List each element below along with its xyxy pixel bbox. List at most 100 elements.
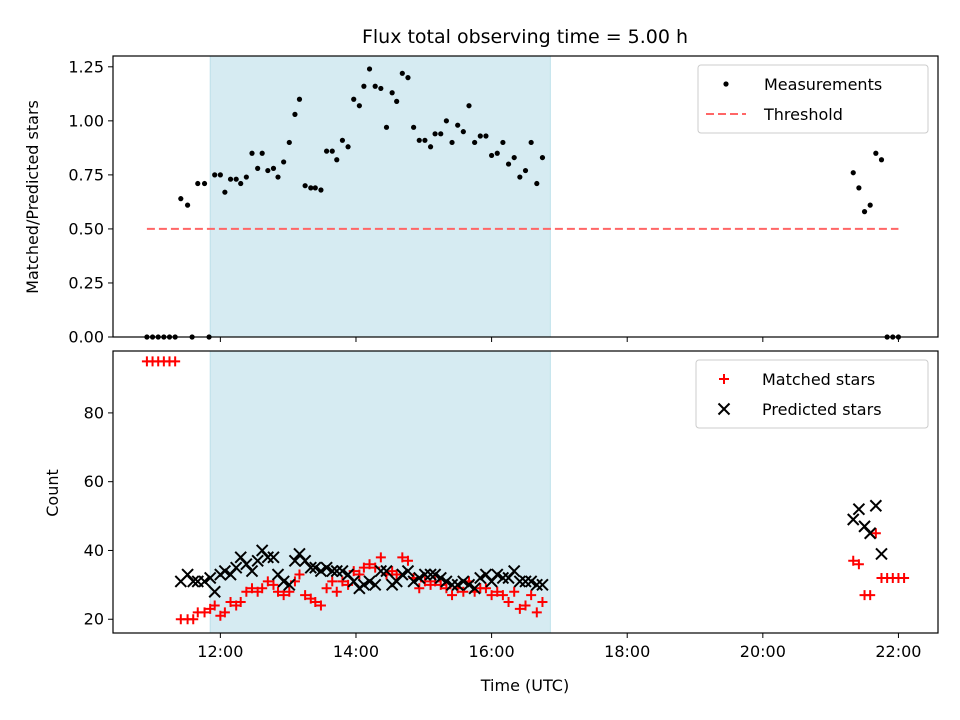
data-point	[227, 176, 234, 182]
legend-label: Measurements	[764, 75, 882, 94]
legend-box	[695, 359, 929, 429]
data-point	[296, 96, 303, 102]
data-point	[201, 180, 208, 187]
bottom-legend: Matched stars Predicted stars	[695, 359, 929, 429]
data-point	[451, 578, 464, 592]
data-point	[278, 590, 289, 601]
y-tick-label: 20	[84, 610, 104, 629]
top-x-ticks	[219, 337, 899, 342]
data-point	[265, 167, 271, 174]
data-point	[212, 172, 218, 178]
data-point	[873, 150, 879, 156]
data-point	[424, 568, 437, 581]
data-point	[434, 571, 447, 585]
data-point	[401, 564, 415, 578]
data-point	[283, 578, 296, 592]
data-point	[514, 603, 525, 614]
data-point	[396, 568, 409, 581]
data-point	[850, 170, 856, 176]
data-point	[267, 551, 280, 564]
data-point	[870, 528, 881, 539]
data-point	[294, 569, 305, 580]
data-point	[209, 600, 220, 611]
data-point	[270, 165, 277, 171]
data-point	[413, 571, 426, 585]
data-point	[848, 555, 859, 566]
bottom-panel-marks	[141, 356, 910, 625]
data-point	[363, 575, 376, 588]
data-point	[458, 586, 469, 597]
data-point	[526, 590, 537, 601]
data-point	[438, 131, 444, 137]
data-point	[243, 174, 249, 180]
data-point	[257, 583, 268, 594]
top-legend: Measurements Threshold	[697, 64, 929, 134]
data-point	[326, 564, 339, 578]
data-point	[394, 98, 400, 104]
legend-swatch	[723, 81, 729, 87]
data-point	[503, 597, 514, 608]
data-point	[466, 103, 472, 109]
data-point	[500, 139, 506, 146]
data-point	[511, 154, 517, 161]
data-point	[517, 174, 523, 180]
data-point	[443, 118, 449, 124]
data-point	[170, 356, 181, 367]
data-point	[402, 555, 413, 566]
y-tick-label: 60	[84, 472, 104, 491]
data-point	[321, 583, 332, 594]
y-tick-label: 0.50	[68, 219, 104, 238]
data-point	[457, 575, 470, 588]
bottom-x-ticks: 12:00 14:00 16:00 18:00 20:00 22:00	[197, 633, 921, 661]
x-tick-label: 18:00	[604, 642, 650, 661]
top-y-axis-label: Matched/Predicted stars	[23, 100, 42, 294]
data-point	[539, 154, 546, 161]
data-point	[357, 578, 371, 592]
data-point	[477, 133, 483, 139]
data-point	[422, 137, 428, 143]
data-point	[273, 586, 283, 597]
legend-label: Matched stars	[762, 370, 875, 389]
data-point	[356, 103, 362, 109]
data-point	[414, 583, 425, 594]
bottom-y-axis-label: Count	[43, 469, 62, 517]
data-point	[847, 513, 860, 526]
data-point	[318, 187, 324, 193]
data-point	[184, 202, 191, 208]
data-point	[314, 564, 328, 578]
data-point	[292, 111, 298, 117]
x-tick-label: 16:00	[469, 642, 515, 661]
data-point	[364, 559, 375, 570]
data-point	[308, 185, 314, 191]
y-tick-label: 0.75	[68, 165, 104, 184]
data-point	[537, 597, 548, 608]
data-point	[375, 552, 386, 563]
data-point	[863, 527, 877, 540]
data-point	[366, 66, 373, 72]
data-point	[383, 124, 390, 130]
data-point	[275, 174, 281, 180]
data-point	[528, 139, 534, 146]
data-point	[861, 209, 868, 215]
data-point	[245, 564, 259, 578]
data-point	[358, 562, 369, 573]
data-point	[284, 586, 295, 597]
data-point	[428, 568, 442, 581]
top-panel: Flux total observing time = 5.00 h 0.000…	[23, 26, 939, 347]
data-point	[225, 597, 236, 608]
data-point	[351, 96, 357, 102]
data-point	[524, 575, 538, 588]
data-point	[327, 576, 338, 587]
data-point	[405, 75, 411, 81]
data-point	[339, 137, 346, 143]
data-point	[241, 586, 252, 597]
data-point	[330, 564, 343, 578]
data-point	[329, 148, 335, 154]
data-point	[378, 85, 384, 92]
data-point	[474, 571, 487, 585]
data-point	[530, 578, 544, 592]
data-point	[354, 569, 365, 580]
data-point	[259, 150, 265, 156]
data-point	[345, 144, 351, 150]
top-panel-marks	[144, 66, 902, 340]
